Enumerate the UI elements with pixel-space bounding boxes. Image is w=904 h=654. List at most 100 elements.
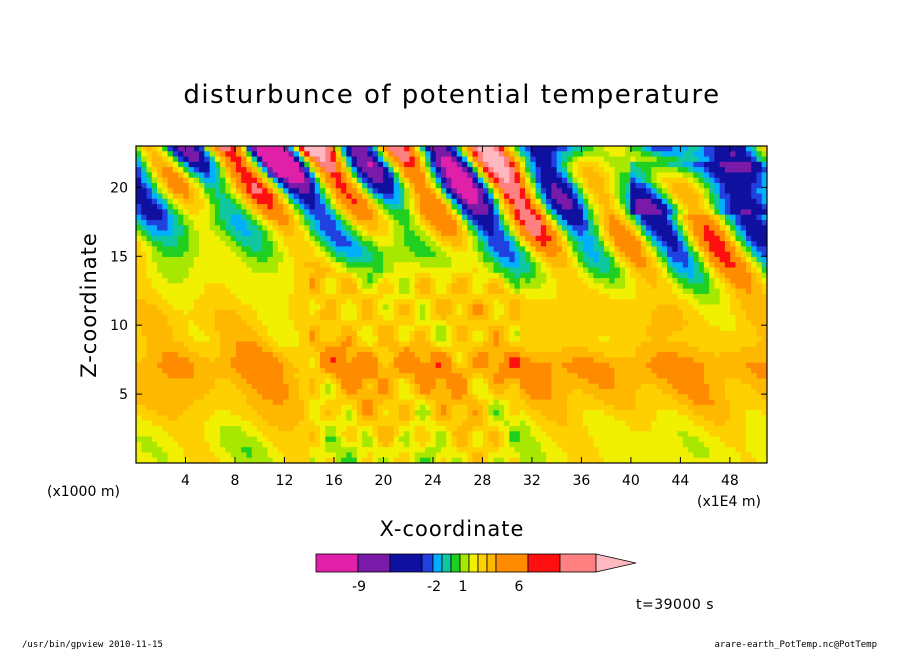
field-cell xyxy=(761,225,768,231)
field-cell xyxy=(299,362,305,369)
field-cell xyxy=(419,219,426,226)
field-cell xyxy=(540,198,547,205)
field-cell xyxy=(588,177,594,184)
field-cell xyxy=(256,156,263,163)
field-cell xyxy=(220,352,226,358)
field-cell xyxy=(204,304,211,311)
field-cell xyxy=(404,352,410,358)
field-cell xyxy=(141,315,147,321)
field-cell xyxy=(688,299,694,305)
field-cell xyxy=(162,198,168,205)
field-cell xyxy=(325,330,331,337)
field-cell xyxy=(267,204,274,210)
field-cell xyxy=(640,177,647,184)
field-cell xyxy=(646,235,652,242)
field-cell xyxy=(199,357,205,364)
field-cell xyxy=(593,151,600,157)
field-cell xyxy=(419,230,426,237)
field-cell xyxy=(330,246,337,253)
field-cell xyxy=(404,230,410,237)
field-cell xyxy=(514,299,521,305)
field-cell xyxy=(525,235,531,242)
field-cell xyxy=(535,256,542,263)
field-cell xyxy=(614,156,621,163)
field-cell xyxy=(398,256,405,263)
field-cell xyxy=(540,172,547,179)
field-cell xyxy=(314,214,321,221)
field-cell xyxy=(724,267,731,274)
field-cell xyxy=(519,230,526,237)
field-cell xyxy=(188,267,195,274)
field-cell xyxy=(425,299,431,305)
field-cell xyxy=(346,346,352,353)
field-cell xyxy=(414,230,421,237)
field-cell xyxy=(214,272,221,279)
field-cell xyxy=(309,293,316,300)
field-cell xyxy=(530,156,537,163)
field-cell xyxy=(183,209,189,216)
field-cell xyxy=(483,235,489,242)
field-cell xyxy=(535,330,542,337)
field-cell xyxy=(414,151,421,157)
field-cell xyxy=(667,188,673,194)
field-cell xyxy=(225,336,232,342)
field-cell xyxy=(514,198,521,205)
field-cell xyxy=(157,362,163,369)
field-cell xyxy=(214,235,221,242)
field-cell xyxy=(377,167,384,173)
field-cell xyxy=(540,219,547,226)
field-cell xyxy=(661,357,668,364)
field-cell xyxy=(540,161,547,168)
field-cell xyxy=(419,177,426,184)
heatmap-field xyxy=(136,146,768,464)
field-cell xyxy=(556,283,563,290)
field-cell xyxy=(267,151,274,157)
field-cell xyxy=(509,182,515,189)
field-cell xyxy=(693,267,700,274)
field-cell xyxy=(288,330,295,337)
field-cell xyxy=(256,188,263,194)
field-cell xyxy=(509,293,515,300)
field-cell xyxy=(367,330,374,337)
field-cell xyxy=(256,241,263,247)
field-cell xyxy=(667,346,673,353)
field-cell xyxy=(477,251,484,258)
field-cell xyxy=(751,209,757,216)
field-cell xyxy=(709,278,715,284)
field-cell xyxy=(214,320,221,327)
field-cell xyxy=(719,177,726,184)
field-cell xyxy=(414,352,421,358)
field-cell xyxy=(241,246,247,253)
field-cell xyxy=(514,330,521,337)
field-cell xyxy=(514,188,521,194)
field-cell xyxy=(414,161,421,168)
field-cell xyxy=(688,204,694,210)
field-cell xyxy=(761,330,768,337)
field-cell xyxy=(277,167,284,173)
field-cell xyxy=(162,251,168,258)
field-cell xyxy=(719,346,726,353)
field-cell xyxy=(646,320,652,327)
field-cell xyxy=(335,246,342,253)
field-cell xyxy=(256,161,263,168)
field-cell xyxy=(614,309,621,316)
field-cell xyxy=(325,251,331,258)
field-cell xyxy=(493,251,500,258)
field-cell xyxy=(136,315,142,321)
field-cell xyxy=(262,182,268,189)
field-cell xyxy=(504,251,510,258)
field-cell xyxy=(183,325,189,332)
field-cell xyxy=(157,341,163,348)
field-cell xyxy=(646,209,652,216)
field-cell xyxy=(530,182,537,189)
field-cell xyxy=(619,151,626,157)
field-cell xyxy=(325,299,331,305)
field-cell xyxy=(362,172,368,179)
field-cell xyxy=(430,241,437,247)
field-cell xyxy=(335,272,342,279)
field-cell xyxy=(467,235,473,242)
field-cell xyxy=(661,219,668,226)
field-cell xyxy=(398,288,405,295)
field-cell xyxy=(299,188,305,194)
field-cell xyxy=(356,209,363,216)
